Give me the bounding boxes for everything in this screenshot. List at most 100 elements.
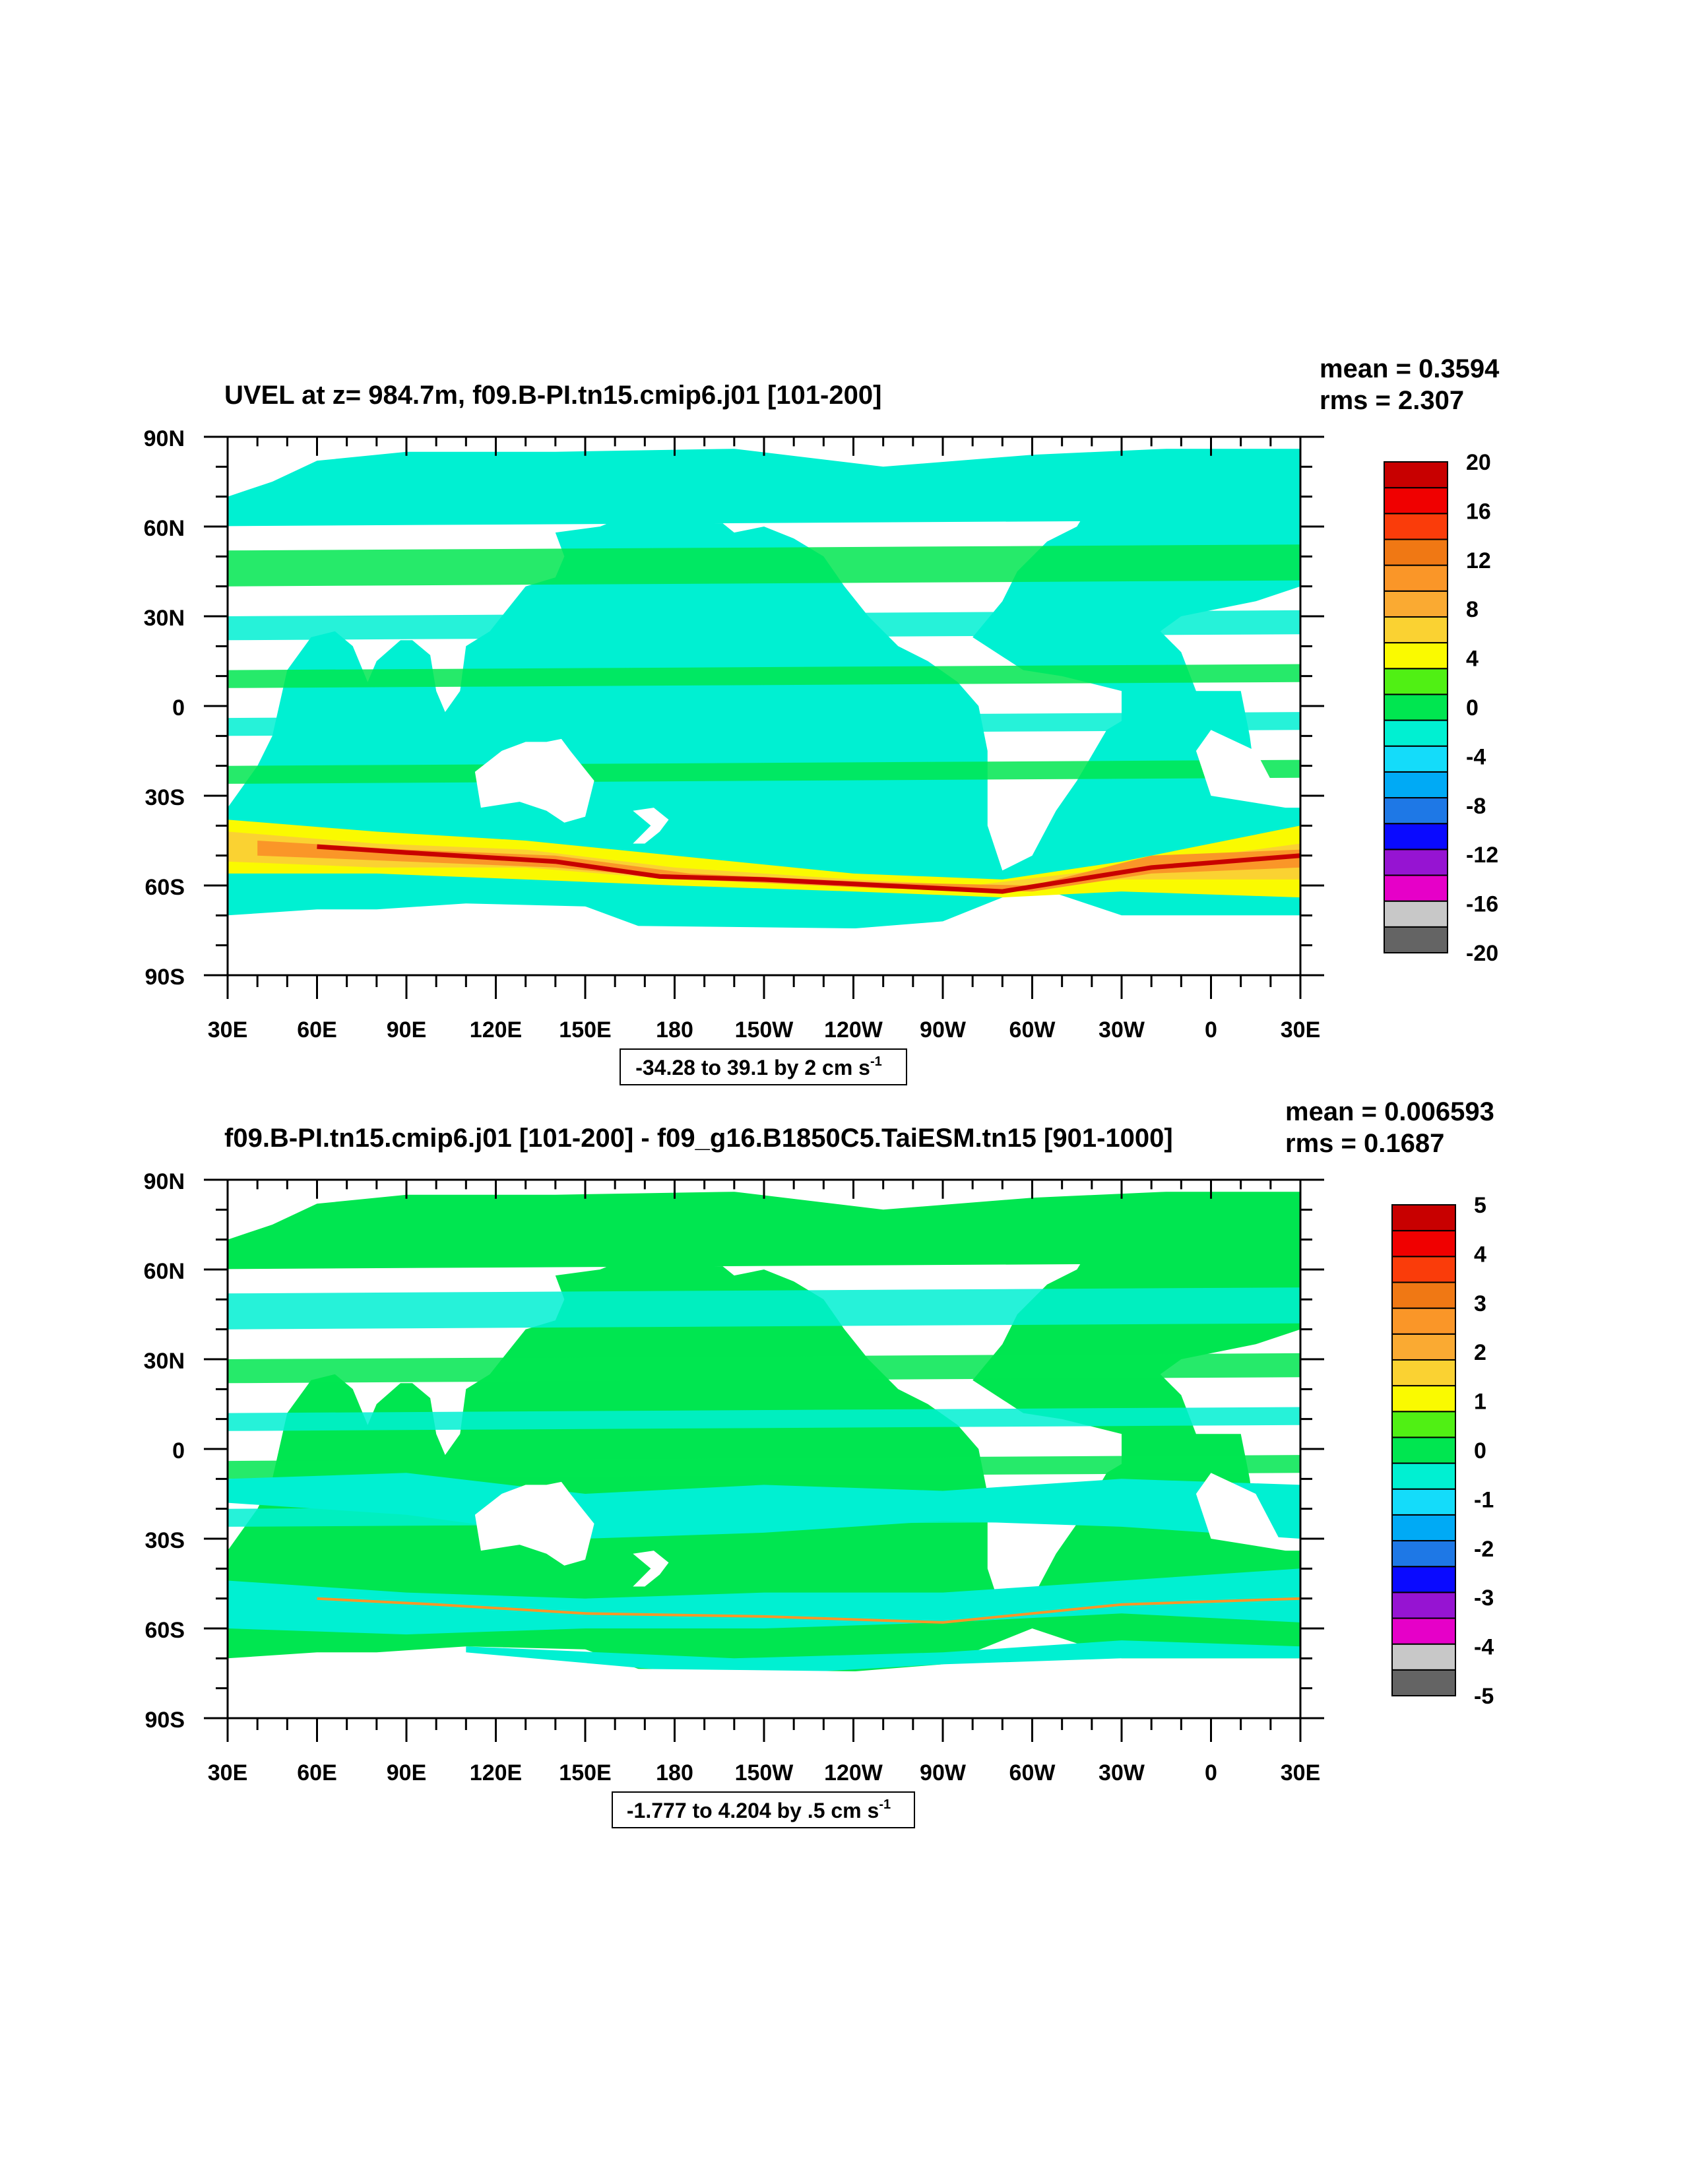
range-superscript: -1: [879, 1797, 891, 1812]
land-mask: [228, 921, 1300, 975]
colorbar-box: [1391, 1230, 1456, 1258]
lon-label: 30W: [1099, 1017, 1145, 1043]
map-field: [228, 437, 1300, 975]
colorbar-box: [1391, 1436, 1456, 1464]
range-text: -34.28 to 39.1 by 2 cm s: [635, 1056, 870, 1079]
mean-value: mean = 0.006593: [1285, 1097, 1494, 1126]
lon-label: 60W: [1009, 1760, 1056, 1785]
colorbar-box: [1384, 874, 1448, 902]
colorbar-box: [1384, 538, 1448, 566]
rms-value: rms = 0.1687: [1285, 1129, 1444, 1158]
colorbar-label: 4: [1474, 1242, 1486, 1267]
lon-label: 120W: [824, 1760, 883, 1785]
colorbar-box: [1384, 823, 1448, 851]
colorbar-label: -4: [1474, 1635, 1494, 1660]
colorbar-label: 0: [1466, 695, 1479, 721]
velocity-band: [228, 1407, 1300, 1431]
colorbar-label: 12: [1466, 548, 1491, 573]
colorbar-box: [1384, 900, 1448, 928]
colorbar-label: -20: [1466, 941, 1498, 966]
colorbar-box: [1391, 1591, 1456, 1619]
current-zone: [228, 1568, 1300, 1635]
colorbar-box: [1384, 719, 1448, 747]
lon-label: 90E: [387, 1017, 427, 1043]
colorbar-box: [1391, 1540, 1456, 1568]
lat-label: 30S: [145, 1528, 185, 1553]
contour-range-box: -34.28 to 39.1 by 2 cm s-1: [620, 1048, 907, 1085]
colorbar-box: [1384, 668, 1448, 695]
colorbar-box: [1384, 513, 1448, 540]
colorbar-labels: 5 4 3 2 1 0 -1 -2 -3 -4 -5: [1474, 1193, 1494, 1709]
lon-axis-labels: 30E 60E 90E 120E 150E 180 150W 120W 90W …: [208, 1760, 1321, 1785]
lat-label: 60N: [144, 1259, 185, 1284]
colorbar-label: -5: [1474, 1684, 1494, 1709]
lat-label: 0: [172, 695, 185, 721]
rms-value: rms = 2.307: [1320, 386, 1464, 415]
velocity-band: [228, 712, 1300, 736]
land-mask: [633, 808, 669, 844]
land-mask: [1195, 730, 1286, 808]
colorbar-label: -4: [1466, 744, 1486, 769]
velocity-band: [228, 1455, 1300, 1479]
lon-label: 90W: [920, 1017, 967, 1043]
map-ticks: [204, 1178, 1324, 1742]
velocity-band: [228, 1353, 1300, 1384]
lon-label: 30E: [1281, 1017, 1321, 1043]
land-mask: [474, 738, 594, 823]
colorbar-box: [1391, 1643, 1456, 1671]
current-core: [317, 1597, 1300, 1624]
svg-text:-1.777 to 4.204 by .5 cm s-1: -1.777 to 4.204 by .5 cm s-1: [627, 1797, 891, 1822]
velocity-band: [228, 610, 1300, 641]
contour-range-box: -1.777 to 4.204 by .5 cm s-1: [612, 1791, 915, 1828]
colorbar-box: [1391, 1488, 1456, 1516]
colorbar-label: 8: [1466, 597, 1479, 622]
colorbar-box: [1391, 1256, 1456, 1283]
lon-axis-labels: 30E 60E 90E 120E 150E 180 150W 120W 90W …: [208, 1017, 1321, 1043]
colorbar-box: [1384, 616, 1448, 644]
land-mask: [1195, 1473, 1286, 1551]
map-panel-1: UVEL at z= 984.7m, f09.B-PI.tn15.cmip6.j…: [144, 354, 1500, 1085]
lon-label: 60E: [297, 1760, 337, 1785]
lat-axis-labels: 90N 60N 30N 0 30S 60S 90S: [144, 426, 185, 990]
colorbar-label: 4: [1466, 647, 1479, 672]
colorbar-label: -12: [1466, 843, 1498, 868]
colorbar-label: 3: [1474, 1291, 1486, 1316]
colorbar-box: [1391, 1462, 1456, 1490]
lat-label: 30N: [144, 606, 185, 631]
lon-label: 90E: [387, 1760, 427, 1785]
colorbar: 5 4 3 2 1 0 -1 -2 -3 -4 -5: [1391, 1193, 1494, 1709]
current-zone: [466, 1640, 1300, 1677]
colorbar-label: 0: [1474, 1438, 1486, 1463]
panel-title: f09.B-PI.tn15.cmip6.j01 [101-200] - f09_…: [224, 1124, 1173, 1153]
colorbar-box: [1384, 487, 1448, 515]
lat-label: 60S: [145, 1618, 185, 1643]
colorbar-box: [1384, 771, 1448, 799]
panel-title: UVEL at z= 984.7m, f09.B-PI.tn15.cmip6.j…: [224, 381, 881, 410]
land-mask: [228, 1664, 1300, 1718]
lon-label: 30E: [208, 1760, 248, 1785]
colorbar-label: -16: [1466, 892, 1498, 917]
lat-label: 90S: [145, 965, 185, 990]
lon-label: 30W: [1099, 1760, 1145, 1785]
velocity-band: [228, 544, 1300, 587]
colorbar-box: [1384, 926, 1448, 954]
colorbar-box: [1384, 642, 1448, 670]
lon-label: 90W: [920, 1760, 967, 1785]
colorbar-box: [1391, 1333, 1456, 1361]
colorbar-box: [1384, 797, 1448, 825]
lon-label: 30E: [1281, 1760, 1321, 1785]
current-zone: [228, 819, 1300, 898]
lon-label: 0: [1205, 1760, 1217, 1785]
colorbar-box: [1391, 1669, 1456, 1696]
lon-label: 150E: [559, 1017, 611, 1043]
map-field: [228, 1180, 1300, 1718]
colorbar: 20 16 12 8 4 0 -4 -8 -12 -16 -20: [1384, 450, 1498, 966]
lon-label: 30E: [208, 1017, 248, 1043]
current-core: [317, 844, 1300, 894]
colorbar-label: 20: [1466, 450, 1491, 475]
lon-label: 120E: [470, 1017, 522, 1043]
colorbar-label: -2: [1474, 1537, 1494, 1562]
lat-label: 60S: [145, 875, 185, 900]
colorbar-box: [1391, 1514, 1456, 1542]
colorbar-box: [1391, 1307, 1456, 1335]
